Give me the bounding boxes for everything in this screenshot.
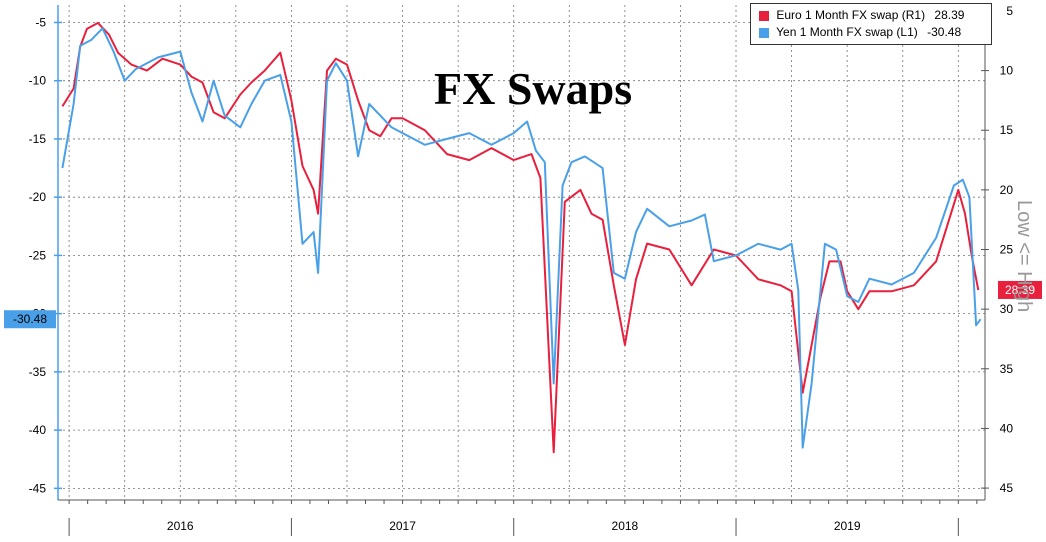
series-layer (61, 21, 982, 454)
left-tick-label: -40 (29, 423, 47, 437)
x-tick-label: 2016 (167, 519, 194, 533)
right-tick-label: 5 (1006, 4, 1013, 18)
right-tick-label: 25 (1000, 243, 1014, 257)
right-axis-note: Low <= High (1013, 200, 1035, 312)
left-tick-label: -5 (35, 15, 46, 29)
yen-last-value-tag (4, 310, 56, 329)
right-tick-label: 45 (1000, 481, 1014, 495)
legend: Euro 1 Month FX swap (R1) 28.39 Yen 1 Mo… (750, 3, 992, 45)
x-tick-label: 2018 (612, 519, 639, 533)
right-tick-label: 30 (1000, 302, 1014, 316)
label-layer: -5-10-15-20-25-30-35-40-4551015202530354… (4, 4, 1042, 533)
left-tick-label: -25 (29, 248, 47, 262)
left-tick-label: -20 (29, 190, 47, 204)
euro-swatch-icon (759, 10, 769, 21)
chart-title: FX Swaps (434, 63, 633, 114)
left-tick-label: -45 (29, 481, 47, 495)
left-tick-label: -15 (29, 132, 47, 146)
euro-last-value-tag (998, 280, 1042, 299)
right-tick-label: 10 (1000, 64, 1014, 78)
yen-series-line (61, 27, 982, 449)
legend-yen-value: -30.48 (927, 25, 962, 39)
yen-last-value-text: -30.48 (13, 312, 47, 326)
legend-euro-label: Euro 1 Month FX swap (R1) (776, 8, 926, 22)
legend-item-yen: Yen 1 Month FX swap (L1) -30.48 (759, 24, 961, 41)
left-tick-label: -10 (29, 74, 47, 88)
x-tick-label: 2017 (389, 519, 416, 533)
legend-item-euro: Euro 1 Month FX swap (R1) 28.39 (759, 7, 964, 24)
right-tick-label: 20 (1000, 183, 1014, 197)
left-tick-label: -35 (29, 365, 47, 379)
right-tick-label: 35 (1000, 362, 1014, 376)
x-tick-label: 2019 (834, 519, 861, 533)
right-tick-label: 15 (1000, 123, 1014, 137)
right-tick-label: 40 (1000, 421, 1014, 435)
legend-yen-label: Yen 1 Month FX swap (L1) (776, 25, 918, 39)
yen-swatch-icon (759, 27, 769, 38)
euro-series-line (61, 21, 980, 454)
euro-last-value-text: 28.39 (1005, 283, 1035, 297)
legend-euro-value: 28.39 (934, 8, 965, 22)
